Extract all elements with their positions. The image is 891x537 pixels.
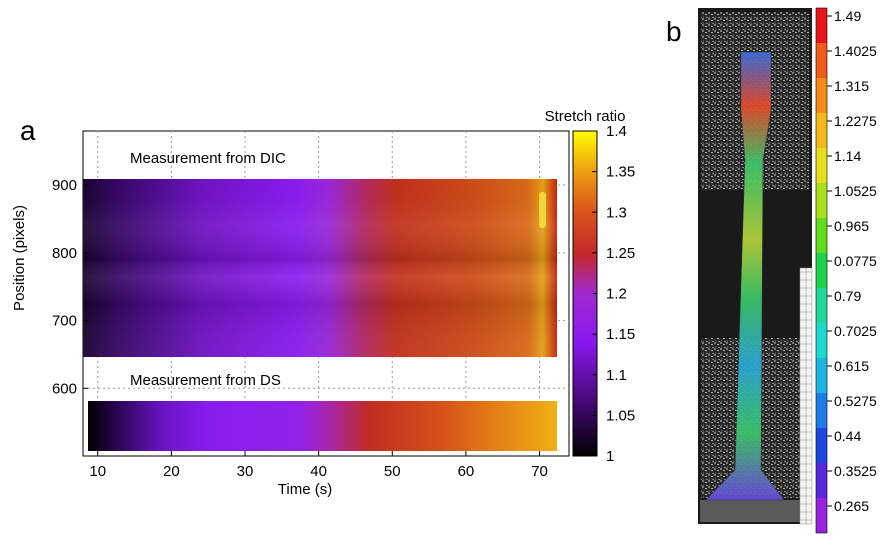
- annotation-dic: Measurement from DIC: [130, 150, 286, 167]
- x-tick-label: 30: [237, 463, 254, 480]
- annotation-ds: Measurement from DS: [130, 372, 281, 389]
- specimen-strain-field: [705, 51, 785, 501]
- colorbar-b-segment: [816, 393, 827, 428]
- colorbar-b-segment: [816, 463, 827, 498]
- colorbar-b-tick-label: 0.79: [834, 288, 861, 304]
- y-axis-label: Position (pixels): [11, 205, 28, 311]
- colorbar-b-tick-label: 0.44: [834, 428, 861, 444]
- specimen-image: [698, 8, 813, 525]
- colorbar-b-tick-label: 1.14: [834, 148, 861, 164]
- colorbar-b-segment: [816, 113, 827, 148]
- colorbar-b-tick-label: 0.965: [834, 218, 869, 234]
- colorbar-b-tick-label: 0.615: [834, 358, 869, 374]
- colorbar-tick-label: 1.35: [606, 164, 635, 181]
- colorbar-tick-label: 1.05: [606, 407, 635, 424]
- colorbar-b-segment: [816, 253, 827, 288]
- panel-label-b: b: [666, 16, 682, 47]
- heatmap-a: Measurement from DIC Measurement from DS…: [11, 130, 570, 498]
- colorbar-b-tick-label: 1.4025: [834, 43, 877, 59]
- x-tick-label: 60: [458, 463, 475, 480]
- x-tick-label: 10: [89, 463, 106, 480]
- x-tick-label: 70: [531, 463, 548, 480]
- ds-heatmap: [88, 401, 557, 451]
- dic-hotspot: [539, 192, 546, 228]
- colorbar-b-tick-label: 1.0525: [834, 183, 877, 199]
- x-tick-label: 50: [384, 463, 401, 480]
- y-tick-label: 800: [52, 245, 77, 262]
- colorbar-b-tick-label: 1.2275: [834, 113, 877, 129]
- colorbar-b-segment: [816, 148, 827, 183]
- colorbar-tick-label: 1.25: [606, 245, 635, 262]
- colorbar-b-segment: [816, 323, 827, 358]
- colorbar-b-tick-label: 0.7025: [834, 323, 877, 339]
- colorbar-b-tick-label: 0.5275: [834, 393, 877, 409]
- y-tick-label: 900: [52, 177, 77, 194]
- colorbar-b-tick-label: 1.49: [834, 8, 861, 24]
- colorbar-b-segment: [816, 78, 827, 113]
- colorbar-b-segment: [816, 428, 827, 463]
- colorbar-tick-label: 1: [606, 448, 614, 465]
- dic-heatmap-texture: [83, 179, 557, 357]
- colorbar-b-segment: [816, 8, 827, 43]
- colorbar-b-tick-label: 1.315: [834, 78, 869, 94]
- colorbar-b-tick-label: 0.0775: [834, 253, 877, 269]
- colorbar-a: Stretch ratio 1 1.05 1.1 1.15 1.2 1.25 1.3 1.35…: [545, 108, 636, 465]
- colorbar-tick-label: 1.15: [606, 326, 635, 343]
- colorbar-b-tick-label: 0.265: [834, 498, 869, 514]
- colorbar-b-frame: [815, 7, 828, 534]
- y-axis: 600 700 800 900: [52, 177, 88, 397]
- colorbar-b-segment: [816, 498, 827, 533]
- colorbar-b-segment: [816, 43, 827, 78]
- colorbar-tick-label: 1.2: [606, 286, 627, 303]
- colorbar-tick-label: 1.3: [606, 204, 627, 221]
- colorbar-title: Stretch ratio: [545, 108, 626, 125]
- colorbar-b-tick-label: 0.3525: [834, 463, 877, 479]
- x-tick-label: 40: [310, 463, 327, 480]
- ruler-scale: [799, 267, 813, 525]
- lower-grip-base: [700, 500, 810, 522]
- panel-label-a: a: [20, 115, 36, 146]
- x-axis-label: Time (s): [278, 481, 332, 498]
- y-tick-label: 600: [52, 380, 77, 397]
- y-tick-label: 700: [52, 313, 77, 330]
- x-tick-label: 20: [163, 463, 180, 480]
- x-axis: 10 20 30 40 50 60 70: [89, 451, 548, 480]
- colorbar-b-segment: [816, 288, 827, 323]
- colorbar-b-segment: [816, 218, 827, 253]
- colorbar-b: 1.49 1.4025 1.315 1.2275 1.14 1.0525 0.965 0.07…: [815, 7, 877, 534]
- colorbar-b-segment: [816, 358, 827, 393]
- colorbar-b-segment: [816, 183, 827, 218]
- colorbar-tick-label: 1.4: [606, 123, 627, 140]
- colorbar-ticks: 1 1.05 1.1 1.15 1.2 1.25 1.3 1.35 1.4: [592, 123, 635, 465]
- colorbar-tick-label: 1.1: [606, 367, 627, 384]
